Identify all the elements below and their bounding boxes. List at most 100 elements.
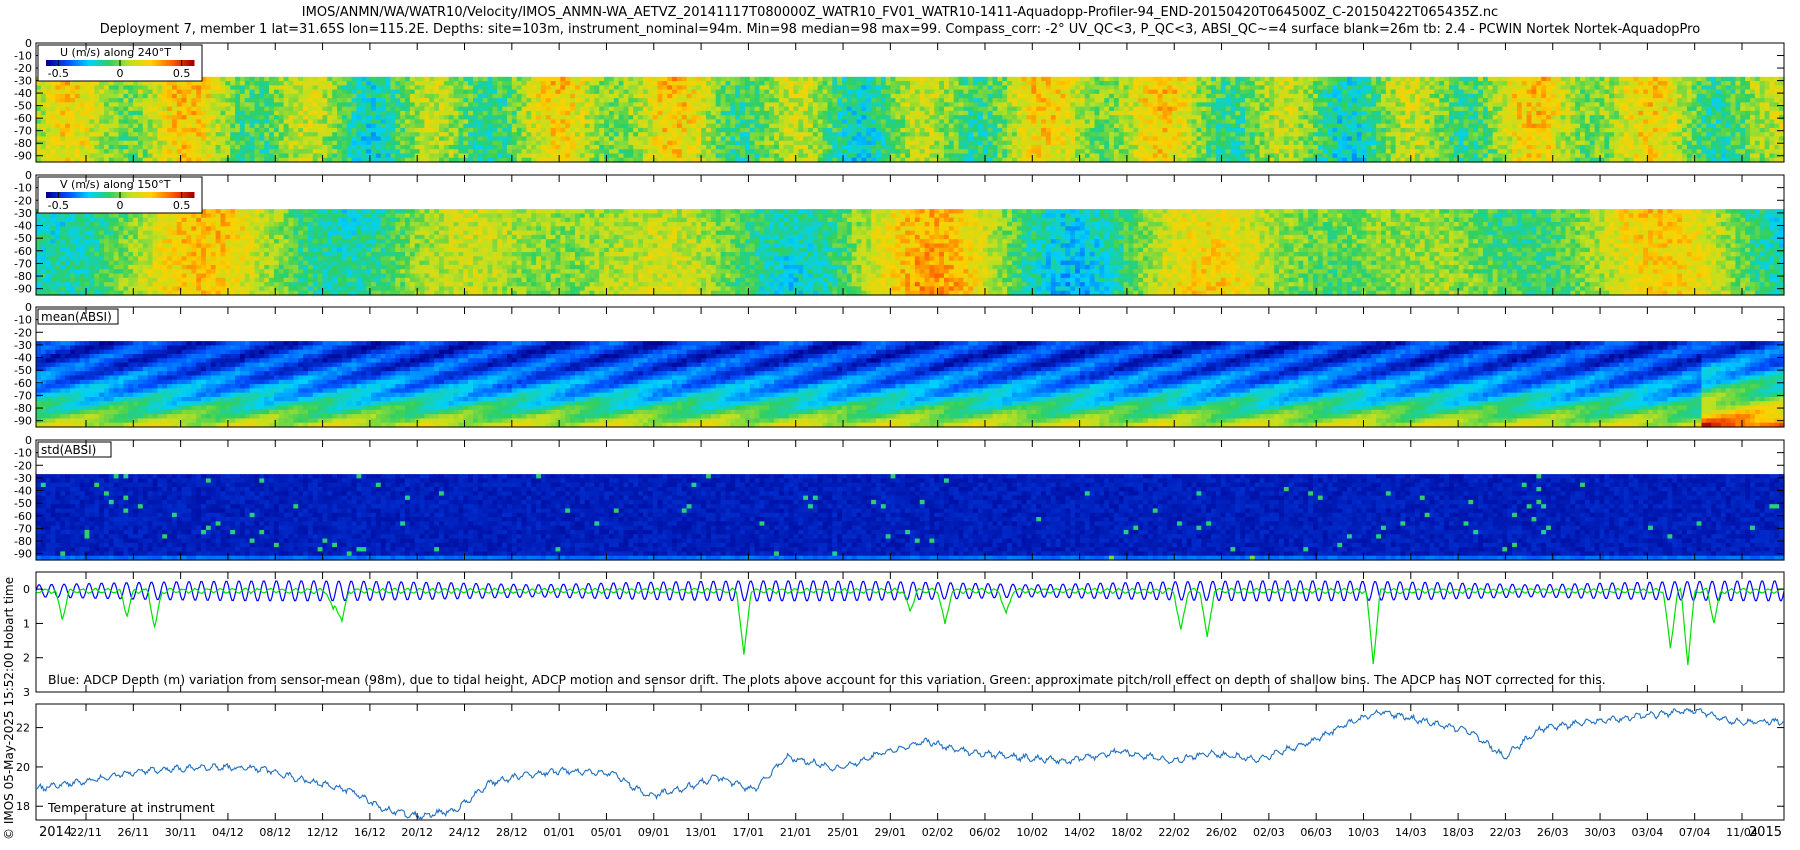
heatmap-cell — [108, 123, 115, 129]
heatmap-cell — [1211, 115, 1217, 121]
heatmap-cell — [638, 153, 644, 159]
heatmap-cell — [1099, 136, 1105, 142]
heatmap-cell — [327, 81, 333, 86]
heatmap-cell — [798, 98, 804, 103]
heatmap-cell — [1230, 81, 1236, 86]
heatmap-cell — [312, 106, 319, 112]
heatmap-cell — [273, 110, 280, 116]
heatmap-cell — [1079, 89, 1086, 95]
heatmap-cell — [230, 149, 236, 155]
heatmap-cell — [628, 106, 634, 112]
heatmap-cell — [1162, 76, 1168, 82]
heatmap-cell — [468, 81, 474, 86]
heatmap-cell — [448, 119, 455, 125]
heatmap-cell — [798, 140, 804, 146]
heatmap-cell — [545, 153, 552, 159]
heatmap-cell — [1075, 123, 1081, 129]
heatmap-cell — [351, 119, 358, 125]
heatmap-cell — [793, 110, 799, 116]
heatmap-cell — [225, 149, 231, 155]
heatmap-cell — [871, 132, 877, 138]
heatmap-cell — [958, 85, 965, 91]
heatmap-cell — [1109, 123, 1115, 129]
heatmap-cell — [720, 102, 727, 108]
heatmap-cell — [259, 93, 265, 99]
heatmap-cell — [249, 144, 256, 150]
heatmap-cell — [463, 144, 469, 150]
heatmap-cell — [1045, 93, 1052, 99]
heatmap-cell — [545, 119, 552, 125]
heatmap-cell — [36, 81, 42, 86]
heatmap-cell — [1021, 102, 1028, 108]
heatmap-cell — [94, 119, 100, 125]
heatmap-cell — [424, 93, 430, 99]
heatmap-cell — [312, 127, 319, 133]
heatmap-cell — [948, 85, 955, 91]
heatmap-cell — [157, 123, 163, 129]
heatmap-cell — [589, 123, 595, 129]
heatmap-cell — [536, 81, 542, 86]
heatmap-cell — [623, 115, 629, 121]
heatmap-cell — [589, 127, 595, 133]
heatmap-cell — [186, 157, 192, 163]
heatmap-cell — [861, 153, 867, 159]
heatmap-cell — [1060, 132, 1066, 138]
heatmap-cell — [589, 115, 595, 121]
heatmap-cell — [346, 127, 353, 133]
heatmap-cell — [540, 115, 547, 121]
heatmap-cell — [676, 136, 683, 142]
heatmap-cell — [953, 119, 960, 125]
heatmap-cell — [89, 123, 95, 129]
heatmap-cell — [152, 98, 158, 103]
heatmap-cell — [992, 136, 998, 142]
heatmap-cell — [157, 136, 163, 142]
heatmap-cell — [642, 102, 649, 108]
heatmap-cell — [555, 81, 561, 86]
heatmap-cell — [1041, 140, 1047, 146]
heatmap-cell — [827, 102, 833, 108]
heatmap-cell — [633, 119, 639, 125]
heatmap-cell — [574, 132, 581, 138]
heatmap-cell — [662, 115, 668, 121]
heatmap-cell — [550, 140, 557, 146]
heatmap-cell — [390, 136, 396, 142]
heatmap-cell — [837, 110, 843, 116]
heatmap-cell — [759, 115, 765, 121]
heatmap-cell — [40, 132, 47, 138]
heatmap-cell — [701, 110, 707, 116]
heatmap-cell — [429, 106, 435, 112]
heatmap-cell — [191, 127, 197, 133]
heatmap-cell — [686, 98, 693, 103]
heatmap-cell — [317, 132, 324, 138]
heatmap-cell — [1118, 144, 1125, 150]
heatmap-cell — [1099, 110, 1105, 116]
heatmap-cell — [885, 81, 892, 86]
heatmap-cell — [866, 153, 872, 159]
heatmap-cell — [924, 89, 931, 95]
heatmap-cell — [890, 106, 897, 112]
heatmap-cell — [303, 157, 309, 163]
heatmap-cell — [837, 106, 843, 112]
heatmap-cell — [1026, 153, 1032, 159]
heatmap-cell — [215, 106, 222, 112]
heatmap-cell — [686, 81, 693, 86]
heatmap-cell — [502, 140, 508, 146]
heatmap-cell — [638, 149, 644, 155]
heatmap-cell — [1002, 140, 1008, 146]
heatmap-cell — [764, 81, 770, 86]
heatmap-cell — [851, 153, 858, 159]
heatmap-cell — [686, 110, 693, 116]
heatmap-cell — [322, 127, 328, 133]
heatmap-cell — [1201, 149, 1207, 155]
heatmap-cell — [1113, 85, 1120, 91]
heatmap-cell — [744, 119, 751, 125]
heatmap-cell — [1225, 132, 1232, 138]
heatmap-cell — [1118, 93, 1125, 99]
heatmap-cell — [1172, 76, 1178, 82]
heatmap-cell — [1128, 153, 1134, 159]
heatmap-cell — [594, 123, 600, 129]
heatmap-cell — [953, 149, 960, 155]
heatmap-cell — [239, 127, 246, 133]
heatmap-cell — [900, 98, 906, 103]
heatmap-cell — [69, 85, 76, 91]
